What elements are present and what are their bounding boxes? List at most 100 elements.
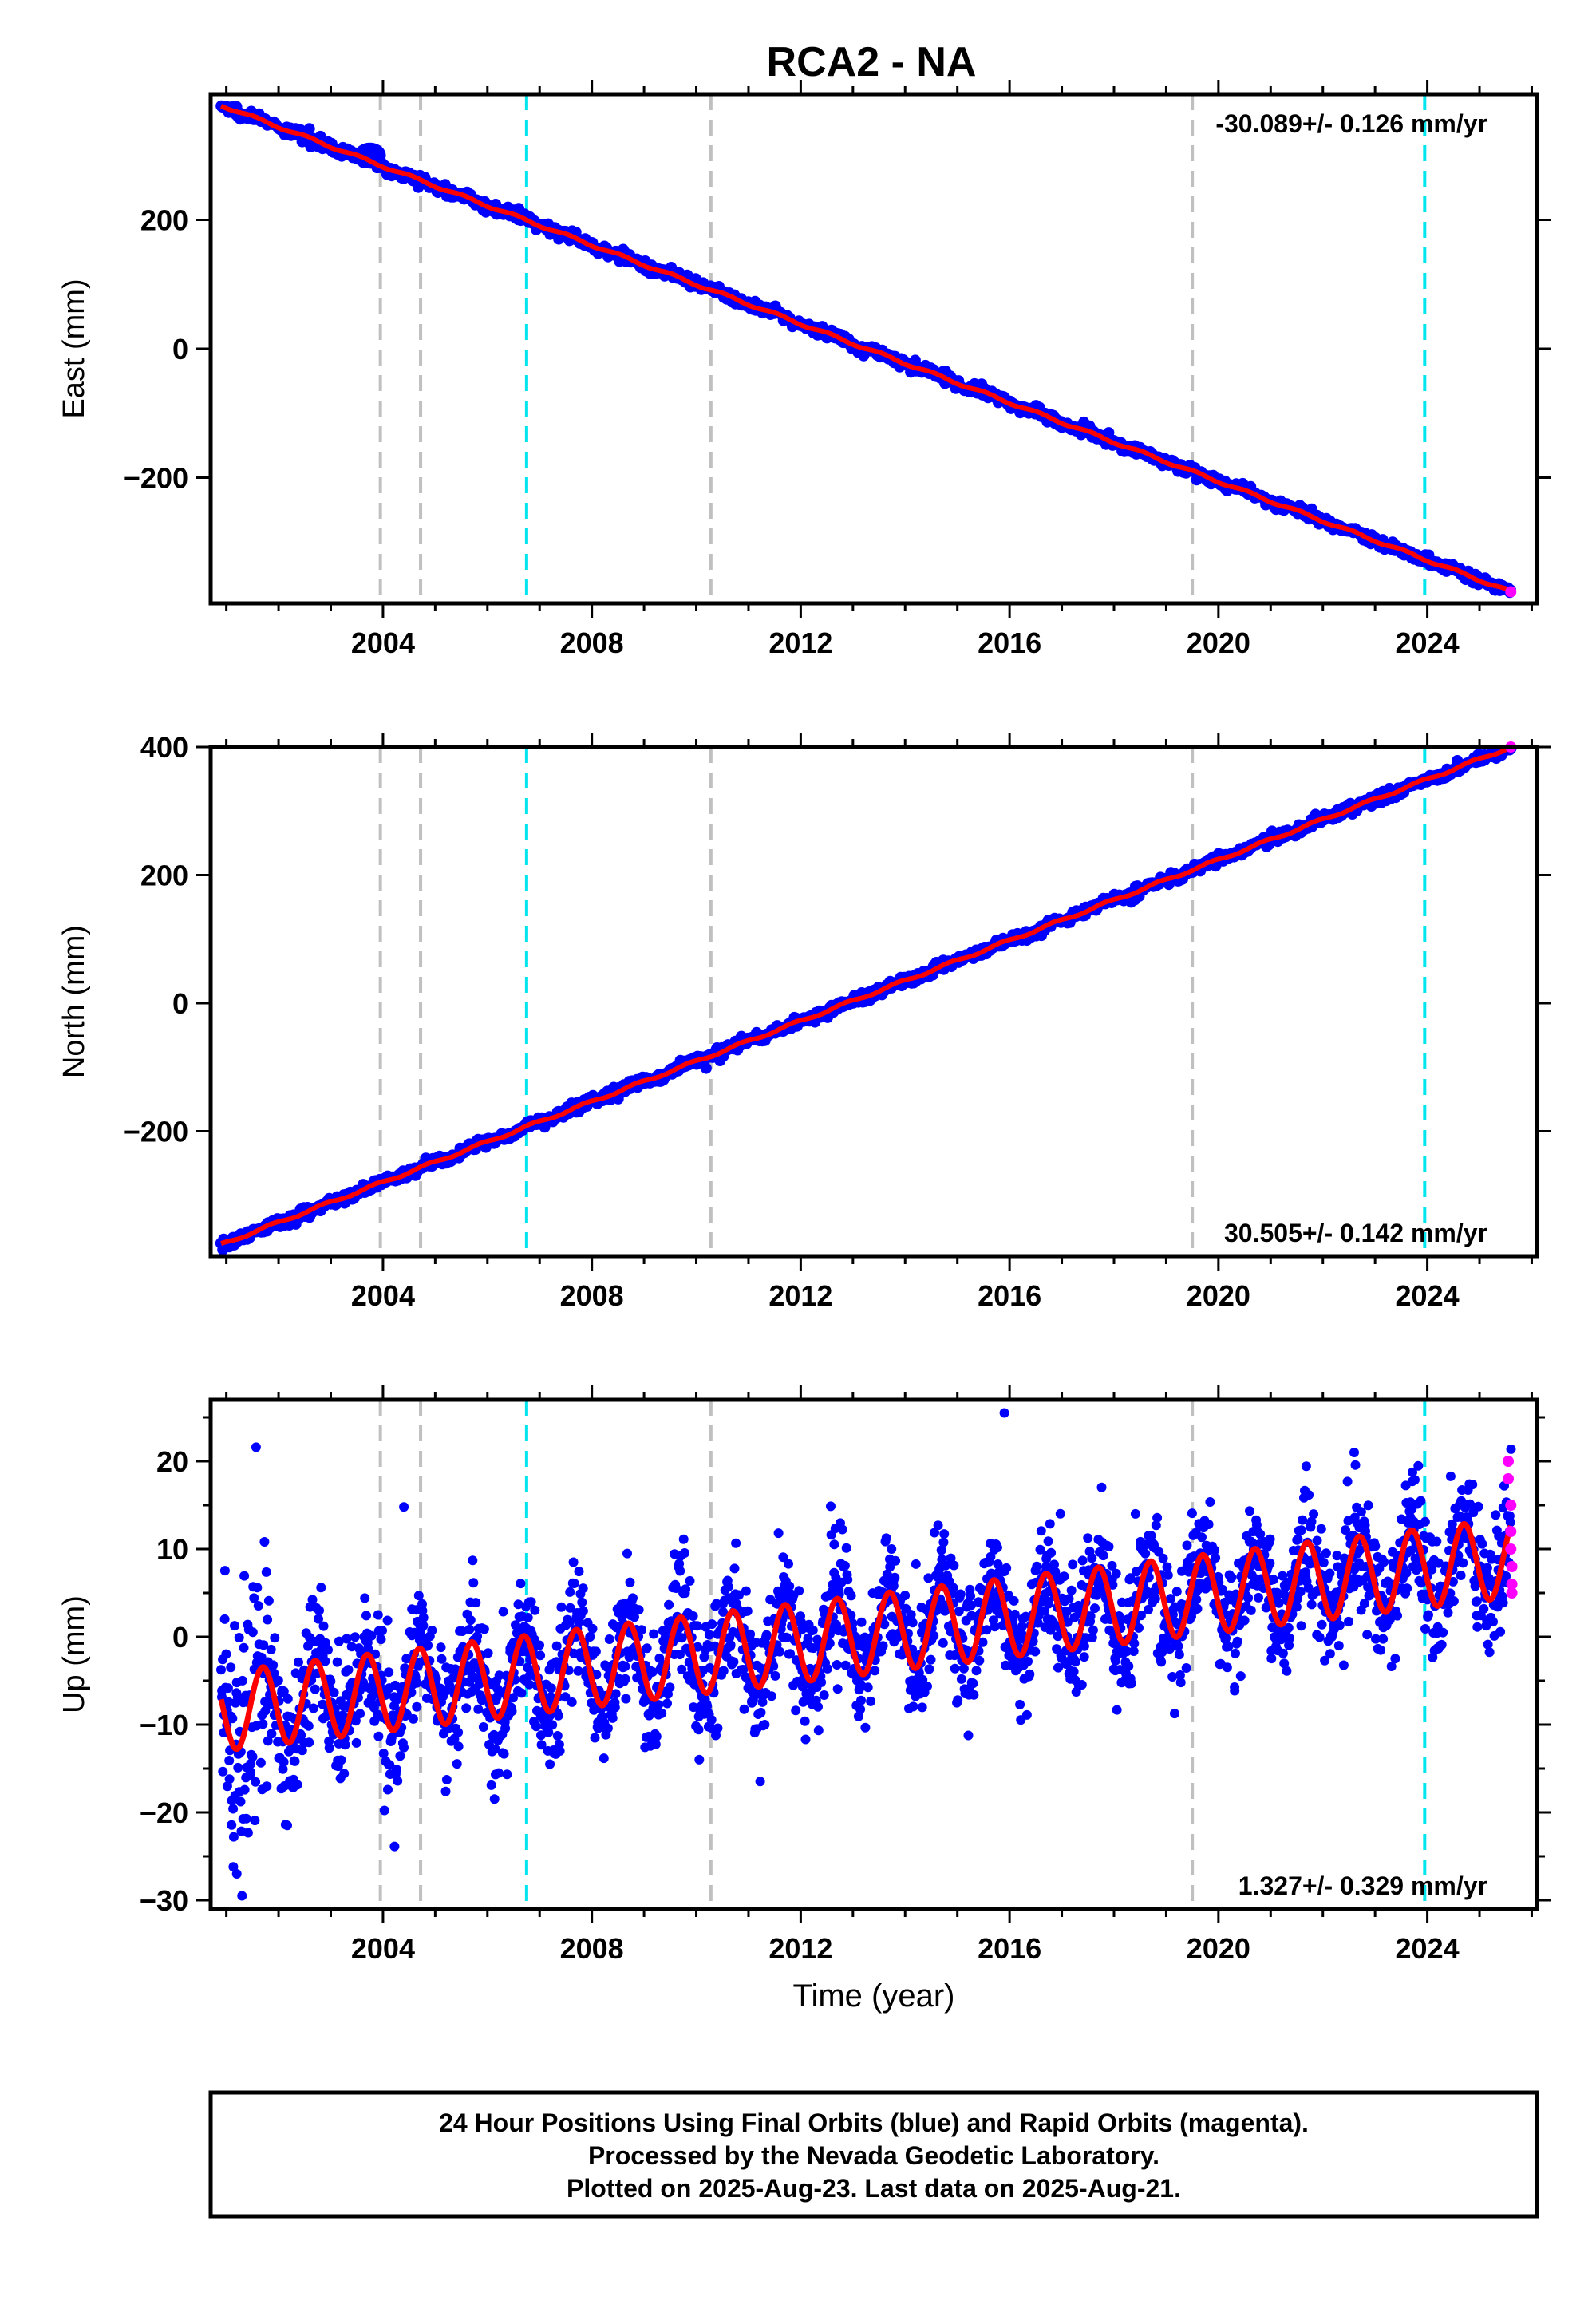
- final-orbit-point: [908, 1701, 918, 1712]
- final-orbit-point: [219, 1566, 230, 1576]
- y-tick-label: −200: [124, 1116, 188, 1148]
- final-orbit-point: [267, 1729, 277, 1739]
- final-orbit-point: [1069, 1666, 1079, 1677]
- final-orbit-point: [926, 1654, 936, 1665]
- final-orbit-point: [1173, 1641, 1183, 1651]
- final-orbit-point: [294, 1657, 303, 1667]
- final-orbit-point: [1043, 1536, 1053, 1547]
- final-orbit-point: [1163, 1570, 1173, 1580]
- final-orbit-point: [526, 1597, 536, 1607]
- final-orbit-point: [1130, 1508, 1140, 1519]
- final-orbit-point: [239, 1642, 249, 1653]
- final-orbit-point: [395, 1751, 405, 1761]
- final-orbit-point: [251, 1777, 261, 1787]
- final-orbit-point: [339, 1769, 350, 1779]
- final-orbit-point: [508, 1693, 518, 1703]
- final-orbit-point: [547, 1720, 558, 1730]
- final-orbit-point: [1134, 1622, 1144, 1633]
- final-orbit-point: [389, 1841, 400, 1852]
- final-orbit-point: [841, 1543, 851, 1553]
- final-orbit-point: [650, 1739, 661, 1749]
- final-orbit-point: [1167, 1672, 1178, 1682]
- final-orbit-point: [314, 1606, 324, 1615]
- final-orbit-point: [958, 1663, 969, 1674]
- final-orbit-point: [346, 1642, 357, 1652]
- final-orbit-point: [1175, 1670, 1185, 1680]
- final-orbit-point: [1162, 1562, 1172, 1572]
- final-orbit-point: [949, 1560, 959, 1571]
- final-orbit-point: [318, 1621, 329, 1631]
- final-orbit-point: [1171, 1587, 1182, 1597]
- final-orbit-point: [1070, 1657, 1080, 1667]
- final-orbit-point: [279, 1757, 289, 1767]
- final-orbit-point: [622, 1548, 632, 1559]
- x-tick-label: 2020: [1187, 1279, 1250, 1312]
- up-panel: 2004 2008 2012 2016 2020 2024−30−20−1001020Up…: [57, 1385, 1551, 2014]
- final-orbit-point: [1062, 1617, 1073, 1627]
- final-orbit-point: [553, 1710, 563, 1721]
- final-orbit-point: [1046, 1547, 1057, 1558]
- final-orbit-point: [1210, 1545, 1220, 1555]
- final-orbit-point: [245, 1767, 255, 1777]
- final-orbit-point: [604, 1634, 614, 1644]
- final-orbit-point: [699, 1652, 709, 1662]
- final-orbit-point: [412, 1701, 422, 1712]
- final-orbit-point: [228, 1832, 239, 1842]
- final-orbit-point: [1124, 1661, 1134, 1671]
- final-orbit-point: [1174, 1650, 1184, 1660]
- final-orbit-point: [452, 1759, 462, 1769]
- final-orbit-point: [224, 1756, 235, 1765]
- final-orbit-point: [723, 1582, 733, 1592]
- final-orbit-point: [1087, 1553, 1097, 1563]
- final-orbit-point: [939, 1529, 950, 1539]
- final-orbit-point: [1079, 1641, 1089, 1651]
- final-orbit-point: [634, 1605, 644, 1615]
- final-orbit-point: [1112, 1705, 1122, 1715]
- final-orbit-point: [304, 1737, 314, 1748]
- final-orbit-point: [778, 1552, 788, 1563]
- final-orbit-point: [336, 1755, 346, 1765]
- final-orbit-point: [1211, 1553, 1221, 1563]
- final-orbit-point: [840, 1660, 851, 1670]
- final-orbit-point: [360, 1593, 370, 1603]
- final-orbit-point: [887, 1544, 897, 1554]
- final-orbit-point: [279, 1686, 289, 1697]
- y-tick-label: 0: [172, 333, 188, 366]
- final-orbit-point: [247, 1752, 258, 1762]
- final-orbit-point: [731, 1538, 741, 1548]
- final-orbit-point: [978, 1637, 988, 1647]
- y-axis-label: East (mm): [57, 279, 91, 418]
- final-orbit-point: [531, 1721, 541, 1732]
- final-orbit-point: [523, 1613, 533, 1622]
- final-orbit-point: [461, 1703, 472, 1713]
- final-orbit-point: [1066, 1585, 1077, 1595]
- final-orbit-point: [224, 1774, 235, 1784]
- final-orbit-point: [560, 1692, 571, 1702]
- final-orbit-point: [837, 1524, 847, 1535]
- final-orbit-point: [930, 1528, 939, 1538]
- final-orbit-point: [654, 1700, 664, 1710]
- final-orbit-point: [798, 1697, 808, 1707]
- final-orbit-point: [355, 1709, 365, 1719]
- final-orbit-point: [483, 1648, 493, 1658]
- final-orbit-point: [343, 1665, 354, 1675]
- final-orbit-point: [610, 1702, 620, 1713]
- final-orbit-point: [784, 1559, 793, 1569]
- final-orbit-point: [824, 1638, 835, 1649]
- final-orbit-point: [237, 1675, 247, 1686]
- final-orbit-point: [243, 1828, 253, 1838]
- final-orbit-point: [565, 1587, 575, 1597]
- final-orbit-point: [373, 1610, 383, 1620]
- final-orbit-point: [263, 1736, 273, 1746]
- final-orbit-point: [647, 1666, 658, 1677]
- final-orbit-point: [718, 1607, 729, 1617]
- final-orbit-point: [393, 1776, 403, 1786]
- final-orbit-point: [832, 1684, 843, 1694]
- final-orbit-point: [1017, 1621, 1027, 1631]
- final-orbit-point: [513, 1599, 523, 1610]
- final-orbit-point: [1083, 1533, 1093, 1543]
- final-orbit-point: [316, 1583, 326, 1593]
- final-orbit-point: [290, 1668, 301, 1678]
- final-orbit-point: [590, 1733, 600, 1743]
- final-orbit-point: [1023, 1656, 1033, 1666]
